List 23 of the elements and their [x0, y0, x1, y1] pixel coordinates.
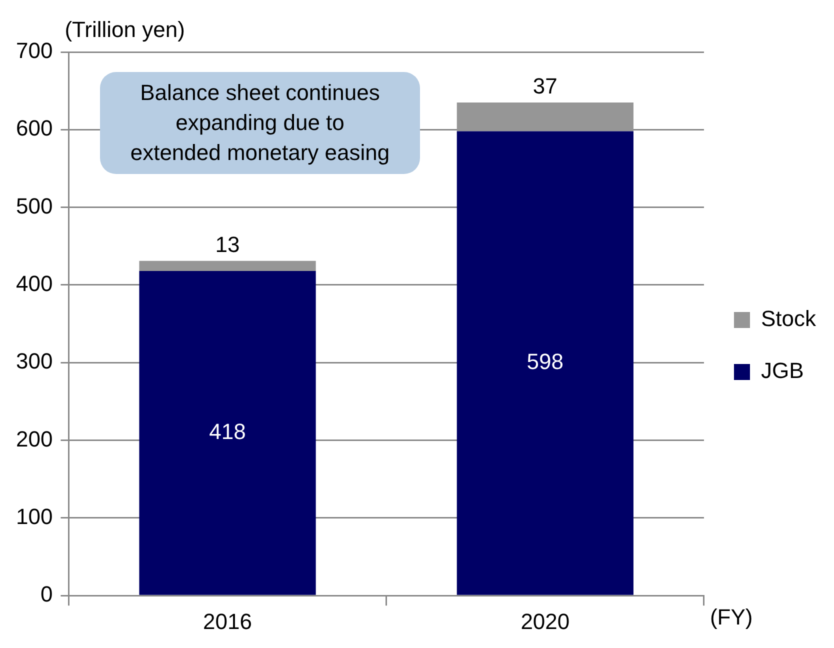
- legend-label: JGB: [760, 358, 804, 384]
- y-axis-title: (Trillion yen): [64, 17, 185, 42]
- y-tick-label: 100: [16, 504, 53, 530]
- x-tick-label: 2020: [520, 608, 570, 634]
- data-label: 37: [532, 74, 558, 99]
- bar: [139, 260, 316, 271]
- y-tick-label: 0: [40, 582, 53, 607]
- y-tick-label: 700: [16, 38, 53, 64]
- legend-label: Stock: [760, 306, 817, 332]
- bar: [456, 102, 634, 132]
- bar: [139, 270, 316, 595]
- y-tick-label: 200: [16, 426, 53, 452]
- bar: [456, 131, 634, 595]
- y-tick-label: 400: [16, 271, 53, 296]
- data-label: 418: [209, 418, 246, 444]
- x-tick-label: 2016: [203, 608, 252, 634]
- data-label: 598: [526, 349, 564, 374]
- note-box: Balance sheet continues expanding due to extended monetary easing: [100, 72, 420, 174]
- x-axis-title: (FY): [710, 604, 753, 630]
- data-label: 13: [215, 232, 240, 257]
- y-tick-label: 500: [16, 193, 53, 218]
- y-tick-label: 600: [16, 116, 53, 141]
- y-tick-label: 300: [16, 348, 53, 374]
